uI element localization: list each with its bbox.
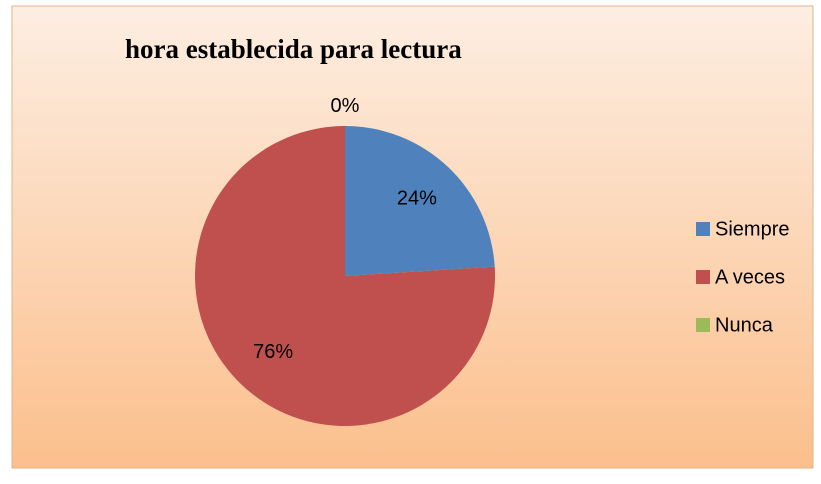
legend-swatch <box>696 270 710 284</box>
data-label: 0% <box>331 95 360 117</box>
chart-title: hora establecida para lectura <box>125 34 462 64</box>
legend-label: Siempre <box>715 218 789 240</box>
pie-slice <box>345 126 495 276</box>
legend-label: A veces <box>715 266 785 288</box>
legend-swatch <box>696 222 710 236</box>
data-label: 24% <box>397 188 437 210</box>
legend-label: Nunca <box>715 314 774 336</box>
data-label: 76% <box>253 341 293 363</box>
pie-slice <box>195 125 495 426</box>
legend-swatch <box>696 318 710 332</box>
